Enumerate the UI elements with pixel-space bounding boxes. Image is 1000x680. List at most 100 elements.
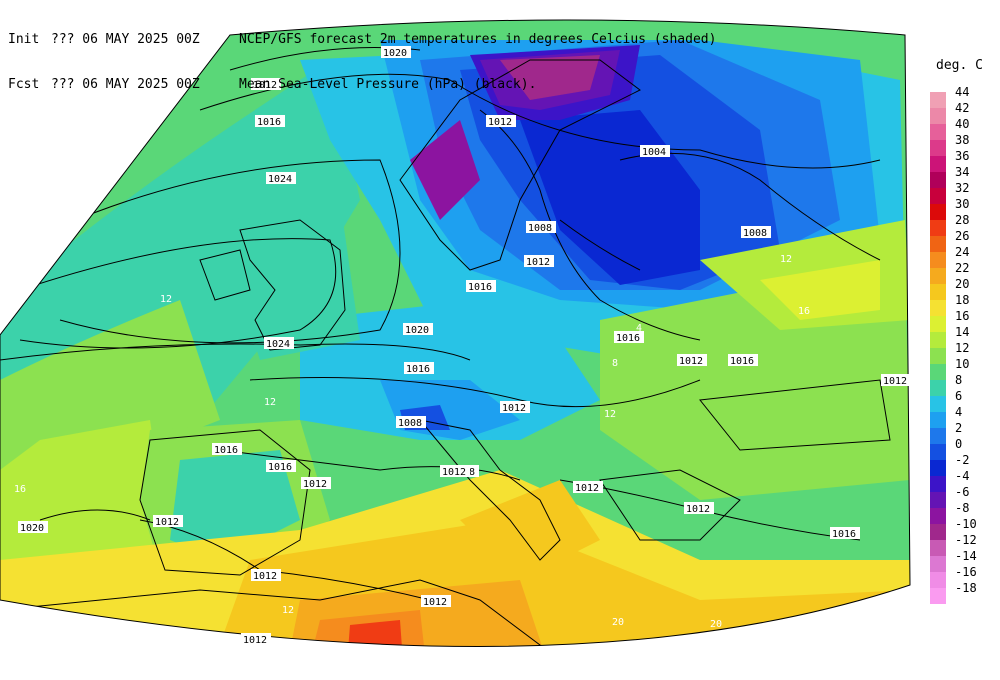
isobar-label: 1012: [253, 80, 277, 91]
legend-swatch: [930, 396, 946, 412]
legend-label: 24: [955, 245, 970, 259]
legend-swatch: [930, 524, 946, 540]
legend-label: 10: [955, 357, 970, 371]
legend-label: 0: [955, 437, 963, 451]
isobar-label: 1012: [526, 257, 550, 268]
isobar-labels: 1020 1012 1016 1024 1016 1012 1008 1004 …: [18, 46, 911, 646]
title-line-2: Mean Sea-Level Pressure (hPa) (black).: [239, 77, 537, 92]
legend-label: 30: [955, 197, 970, 211]
legend-swatch: [930, 412, 946, 428]
legend-label: 38: [955, 133, 970, 147]
legend-label: 44: [955, 85, 970, 99]
isobar-label: 1012: [442, 467, 466, 478]
legend-swatch: [930, 172, 946, 188]
legend-label: -18: [955, 581, 977, 595]
isobar-label: 1012: [155, 517, 179, 528]
isobar-label: 1020: [383, 48, 407, 59]
legend-label: 34: [955, 165, 970, 179]
legend-swatch: [930, 188, 946, 204]
legend-label: 2: [955, 421, 963, 435]
legend-swatch: [930, 220, 946, 236]
legend-swatch: [930, 588, 946, 604]
init-label: Init: [8, 32, 40, 47]
isobar-label: 1012: [423, 597, 447, 608]
temp-label: 8: [612, 358, 618, 369]
chart-header: Init ??? 06 MAY 2025 00Z NCEP/GFS forecast…: [8, 2, 716, 107]
legend-swatch: [930, 108, 946, 124]
legend-label: -10: [955, 517, 977, 531]
legend-label: 4: [955, 405, 963, 419]
temp-label: 16: [14, 484, 26, 495]
temp-label: 12: [604, 409, 616, 420]
legend-swatch: [930, 300, 946, 316]
legend-swatch: [930, 204, 946, 220]
isobar-label: 1016: [257, 117, 281, 128]
init-value: ??? 06 MAY 2025 00Z: [51, 32, 200, 47]
title-line-1: NCEP/GFS forecast 2m temperatures in deg…: [239, 32, 717, 47]
isobar-label: 1012: [243, 635, 267, 646]
isobar-label: 1024: [266, 339, 290, 350]
isobar-label: 1016: [832, 529, 856, 540]
temp-label: 20: [432, 654, 444, 665]
isobar-label: 1012: [883, 376, 907, 387]
legend-label: 16: [955, 309, 970, 323]
legend-label: -2: [955, 453, 970, 467]
legend-swatch: [930, 252, 946, 268]
isobar-label: 1024: [268, 174, 292, 185]
legend-title: deg. C: [936, 58, 983, 73]
legend-swatch: [930, 428, 946, 444]
legend-label: 32: [955, 181, 970, 195]
legend-label: 18: [955, 293, 970, 307]
coastlines: [0, 59, 891, 647]
legend-swatch: [930, 476, 946, 492]
legend-label: 28: [955, 213, 970, 227]
isobar-label: 1012: [686, 504, 710, 515]
temperature-labels: 12 12 16 16 20 20 20 8 4 12 12 12: [14, 254, 810, 665]
isobar-label: 1008: [398, 418, 422, 429]
isobar-label: 1016: [616, 333, 640, 344]
temp-label: 12: [160, 294, 172, 305]
temp-label: 12: [780, 254, 792, 265]
isobar-label: 1016: [406, 364, 430, 375]
isobar-label: 1012: [303, 479, 327, 490]
legend-swatch: [930, 348, 946, 364]
fcst-value: ??? 06 MAY 2025 00Z: [51, 77, 200, 92]
isobar-label: 1012: [575, 483, 599, 494]
legend-swatch: [930, 236, 946, 252]
legend-label: -6: [955, 485, 970, 499]
isobar-label: 1008: [743, 228, 767, 239]
legend-label: 14: [955, 325, 970, 339]
legend-swatch: [930, 268, 946, 284]
legend-label: -14: [955, 549, 977, 563]
legend-label: 42: [955, 101, 970, 115]
legend-label: 12: [955, 341, 970, 355]
fcst-label: Fcst: [8, 77, 40, 92]
legend-label: 22: [955, 261, 970, 275]
legend-swatch: [930, 556, 946, 572]
isobar-label: 1020: [405, 325, 429, 336]
legend-label: 36: [955, 149, 970, 163]
legend-swatch: [930, 444, 946, 460]
legend-swatch: [930, 284, 946, 300]
legend-swatch: [930, 508, 946, 524]
temp-label: 12: [264, 397, 276, 408]
isobar-label: 1012: [679, 356, 703, 367]
isobar-label: 1012: [253, 571, 277, 582]
isobar-label: 1004: [642, 147, 666, 158]
legend-label: 20: [955, 277, 970, 291]
legend-swatch: [930, 380, 946, 396]
legend-label: -12: [955, 533, 977, 547]
isobar-label: 1016: [214, 445, 238, 456]
temp-label: 20: [612, 617, 624, 628]
legend-label: -8: [955, 501, 970, 515]
legend-swatch: [930, 156, 946, 172]
legend-swatch: [930, 492, 946, 508]
isobar-label: 1008: [528, 223, 552, 234]
legend-label: -16: [955, 565, 977, 579]
legend-swatch: [930, 332, 946, 348]
temp-label: 4: [636, 323, 642, 334]
legend-swatch: [930, 316, 946, 332]
legend-label: 6: [955, 389, 963, 403]
isobar-label: 1012: [488, 117, 512, 128]
